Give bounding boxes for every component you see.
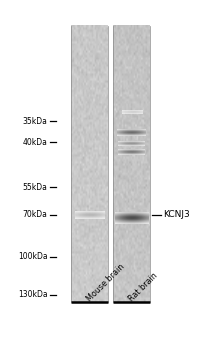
Text: 55kDa: 55kDa xyxy=(23,183,48,192)
Text: Rat brain: Rat brain xyxy=(127,271,160,303)
Text: KCNJ3: KCNJ3 xyxy=(163,210,190,219)
Text: 40kDa: 40kDa xyxy=(23,138,48,147)
Text: 35kDa: 35kDa xyxy=(23,117,48,126)
Text: 100kDa: 100kDa xyxy=(18,252,48,261)
Text: 70kDa: 70kDa xyxy=(23,210,48,219)
Text: 130kDa: 130kDa xyxy=(18,290,48,299)
Text: Mouse brain: Mouse brain xyxy=(85,262,127,303)
